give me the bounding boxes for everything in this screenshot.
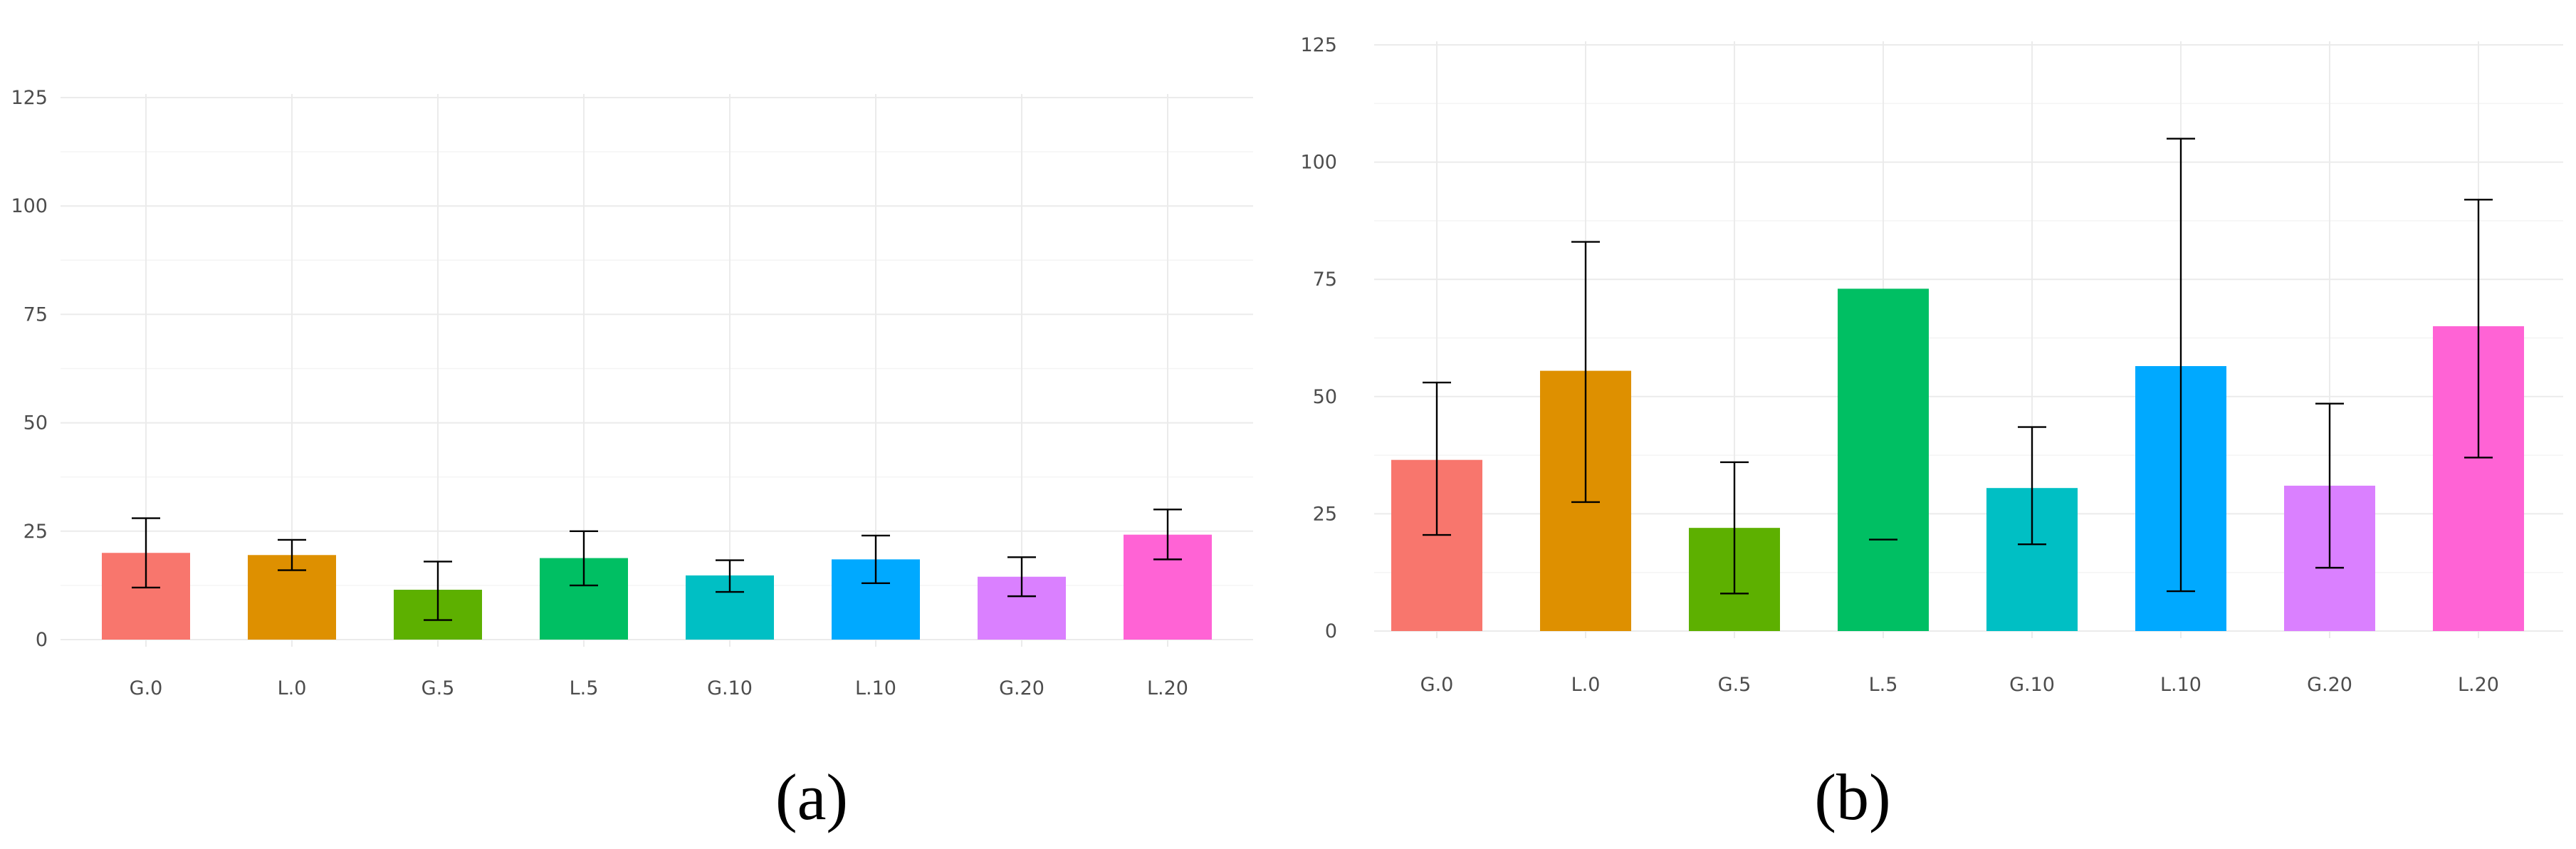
x-tick-label: G.10 xyxy=(707,677,753,699)
x-tick-label: L.20 xyxy=(2458,674,2499,696)
bar-l-5 xyxy=(1838,288,1929,631)
x-tick-label: L.10 xyxy=(855,677,896,699)
chart-panel-a: 0 25 50 75 100 125 G.0 L.0 G.5 L.5 G.10 L.10 G.20 L.2… xyxy=(11,87,1253,833)
y-tick-label: 125 xyxy=(11,87,48,109)
x-tick-label: G.20 xyxy=(2307,674,2352,696)
x-tick-label: L.5 xyxy=(1869,674,1898,696)
panel-label-a: (a) xyxy=(775,761,848,833)
x-tick-label: G.0 xyxy=(1420,674,1454,696)
x-tick-label: L.10 xyxy=(2160,674,2201,696)
y-tick-label: 25 xyxy=(1313,503,1337,525)
x-tick-label: G.5 xyxy=(422,677,455,699)
x-tick-label: L.20 xyxy=(1147,677,1188,699)
y-tick-label: 125 xyxy=(1300,34,1337,56)
x-tick-label: G.10 xyxy=(2009,674,2055,696)
x-tick-label: G.20 xyxy=(999,677,1044,699)
y-tick-label: 0 xyxy=(36,629,48,651)
y-tick-label: 50 xyxy=(1313,386,1337,408)
panel-label-b: (b) xyxy=(1814,761,1890,833)
y-tick-label: 100 xyxy=(11,195,48,217)
x-tick-label: L.0 xyxy=(278,677,307,699)
y-tick-label: 75 xyxy=(23,303,48,325)
y-tick-label: 50 xyxy=(23,412,48,434)
x-tick-label: G.5 xyxy=(1718,674,1752,696)
x-tick-label: G.0 xyxy=(130,677,163,699)
x-tick-label: L.5 xyxy=(570,677,599,699)
x-tick-label: L.0 xyxy=(1571,674,1601,696)
y-tick-label: 25 xyxy=(23,521,48,543)
y-tick-label: 100 xyxy=(1300,152,1337,174)
y-tick-label: 0 xyxy=(1325,620,1337,642)
chart-panel-b: 0 25 50 75 100 125 G.0 L.0 G.5 L.5 G.10 L.10 G.20 L.2… xyxy=(1300,34,2563,833)
y-tick-label: 75 xyxy=(1313,269,1337,291)
